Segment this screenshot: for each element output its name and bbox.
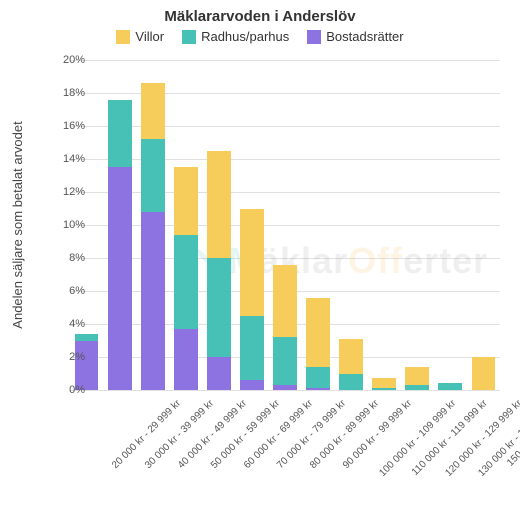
y-tick-label: 8% [55,252,85,264]
bar-segment [472,357,496,390]
bar-segment [75,341,99,391]
y-tick-label: 18% [55,87,85,99]
plot-area: MäklarOfferter [70,60,500,390]
bar-segment [339,339,363,374]
legend-label: Villor [135,29,164,44]
bar-segment [306,388,330,390]
bar-segment [438,383,462,390]
y-tick-label: 2% [55,351,85,363]
legend: Villor Radhus/parhus Bostadsrätter [0,29,520,44]
bar-segment [372,378,396,387]
bar-segment [108,100,132,168]
y-axis-label: Andelen säljare som betalat arvodet [10,121,25,328]
bar-segment [240,209,264,316]
bar-segment [339,374,363,391]
y-tick-label: 0% [55,384,85,396]
bar-segment [273,385,297,390]
legend-swatch [307,30,321,44]
legend-item: Bostadsrätter [307,29,403,44]
bar-segment [372,388,396,390]
grid-line [70,390,500,391]
bar-segment [306,367,330,388]
y-tick-label: 16% [55,120,85,132]
legend-swatch [116,30,130,44]
bar-segment [174,167,198,235]
y-tick-label: 20% [55,54,85,66]
bar-segment [405,385,429,390]
bar-segment [141,83,165,139]
legend-item: Radhus/parhus [182,29,289,44]
bar-segment [240,316,264,380]
y-tick-label: 4% [55,318,85,330]
legend-label: Bostadsrätter [326,29,403,44]
bar-segment [141,212,165,390]
y-tick-label: 12% [55,186,85,198]
y-tick-label: 6% [55,285,85,297]
y-tick-label: 14% [55,153,85,165]
chart-title: Mäklararvoden i Anderslöv [0,0,520,25]
bar-segment [405,367,429,385]
bar-segment [75,334,99,341]
bar-segment [207,258,231,357]
legend-label: Radhus/parhus [201,29,289,44]
bars-layer [70,60,500,390]
bar-segment [240,380,264,390]
bar-segment [174,235,198,329]
bar-segment [141,139,165,212]
bar-segment [207,357,231,390]
bar-segment [306,298,330,367]
legend-swatch [182,30,196,44]
bar-segment [273,337,297,385]
bar-segment [273,265,297,338]
chart-container: Mäklararvoden i Anderslöv Villor Radhus/p… [0,0,520,520]
bar-segment [174,329,198,390]
bar-segment [207,151,231,258]
bar-segment [108,167,132,390]
y-tick-label: 10% [55,219,85,231]
legend-item: Villor [116,29,164,44]
